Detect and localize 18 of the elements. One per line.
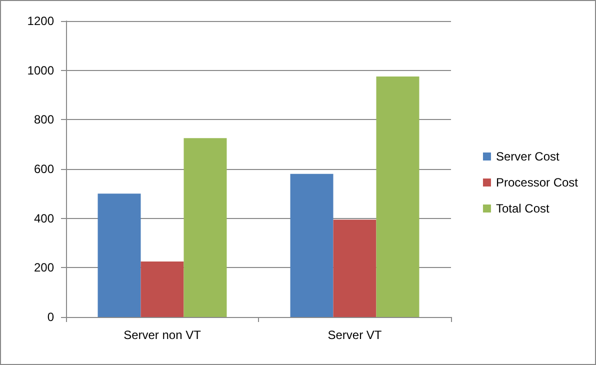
bar: [376, 76, 420, 317]
y-tick-label: 0: [47, 310, 54, 324]
x-tick-label: Server VT: [328, 328, 382, 342]
y-tick-label: 1200: [27, 14, 54, 28]
y-tick-label: 400: [34, 211, 54, 226]
bar: [140, 262, 184, 317]
legend-label: Total Cost: [496, 202, 550, 216]
y-tick-label: 1000: [27, 63, 54, 78]
bar: [184, 138, 227, 317]
y-tick-label: 600: [34, 162, 54, 176]
y-tick-label: 800: [34, 112, 54, 127]
legend-label: Server Cost: [496, 150, 560, 164]
x-tick-label: Server non VT: [124, 328, 202, 342]
y-tick-label: 200: [34, 260, 54, 275]
legend-label: Processor Cost: [496, 176, 579, 190]
bar: [290, 174, 334, 317]
bar: [98, 194, 141, 317]
bar: [333, 220, 376, 317]
